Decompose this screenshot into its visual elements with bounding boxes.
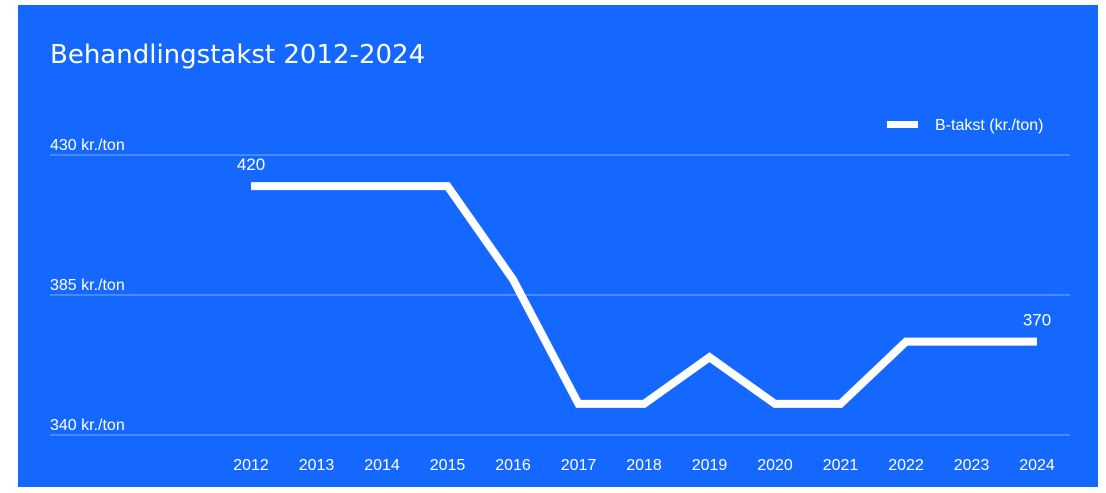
x-tick-label: 2024 <box>1019 457 1055 474</box>
x-tick-label: 2022 <box>888 457 924 474</box>
x-tick-label: 2016 <box>495 457 531 474</box>
legend-label: B-takst (kr./ton) <box>935 117 1043 134</box>
x-tick-label: 2013 <box>299 457 335 474</box>
y-tick-label: 385 kr./ton <box>50 277 125 294</box>
x-tick-label: 2021 <box>823 457 859 474</box>
data-label: 420 <box>237 155 265 174</box>
x-tick-label: 2015 <box>430 457 466 474</box>
x-axis-ticks: 2012 2013 2014 2015 2016 2017 2018 2019 2020 2021… <box>233 457 1055 474</box>
x-tick-label: 2012 <box>233 457 269 474</box>
x-tick-label: 2023 <box>954 457 990 474</box>
legend: B-takst (kr./ton) <box>887 117 1043 134</box>
gridlines <box>50 154 1070 436</box>
x-tick-label: 2017 <box>561 457 597 474</box>
x-tick-label: 2014 <box>364 457 400 474</box>
legend-swatch <box>887 121 918 128</box>
data-label: 370 <box>1023 311 1051 330</box>
x-tick-label: 2020 <box>757 457 793 474</box>
chart-panel <box>18 5 1098 487</box>
x-tick-label: 2018 <box>626 457 662 474</box>
series-layer <box>250 182 1038 408</box>
y-tick-label: 340 kr./ton <box>50 417 125 434</box>
y-axis-ticks: 430 kr./ton 385 kr./ton 340 kr./ton <box>50 137 125 434</box>
x-tick-label: 2019 <box>692 457 728 474</box>
data-labels: 420 370 <box>237 155 1051 330</box>
chart-title: Behandlingstakst 2012-2024 <box>50 40 425 70</box>
y-tick-label: 430 kr./ton <box>50 137 125 154</box>
